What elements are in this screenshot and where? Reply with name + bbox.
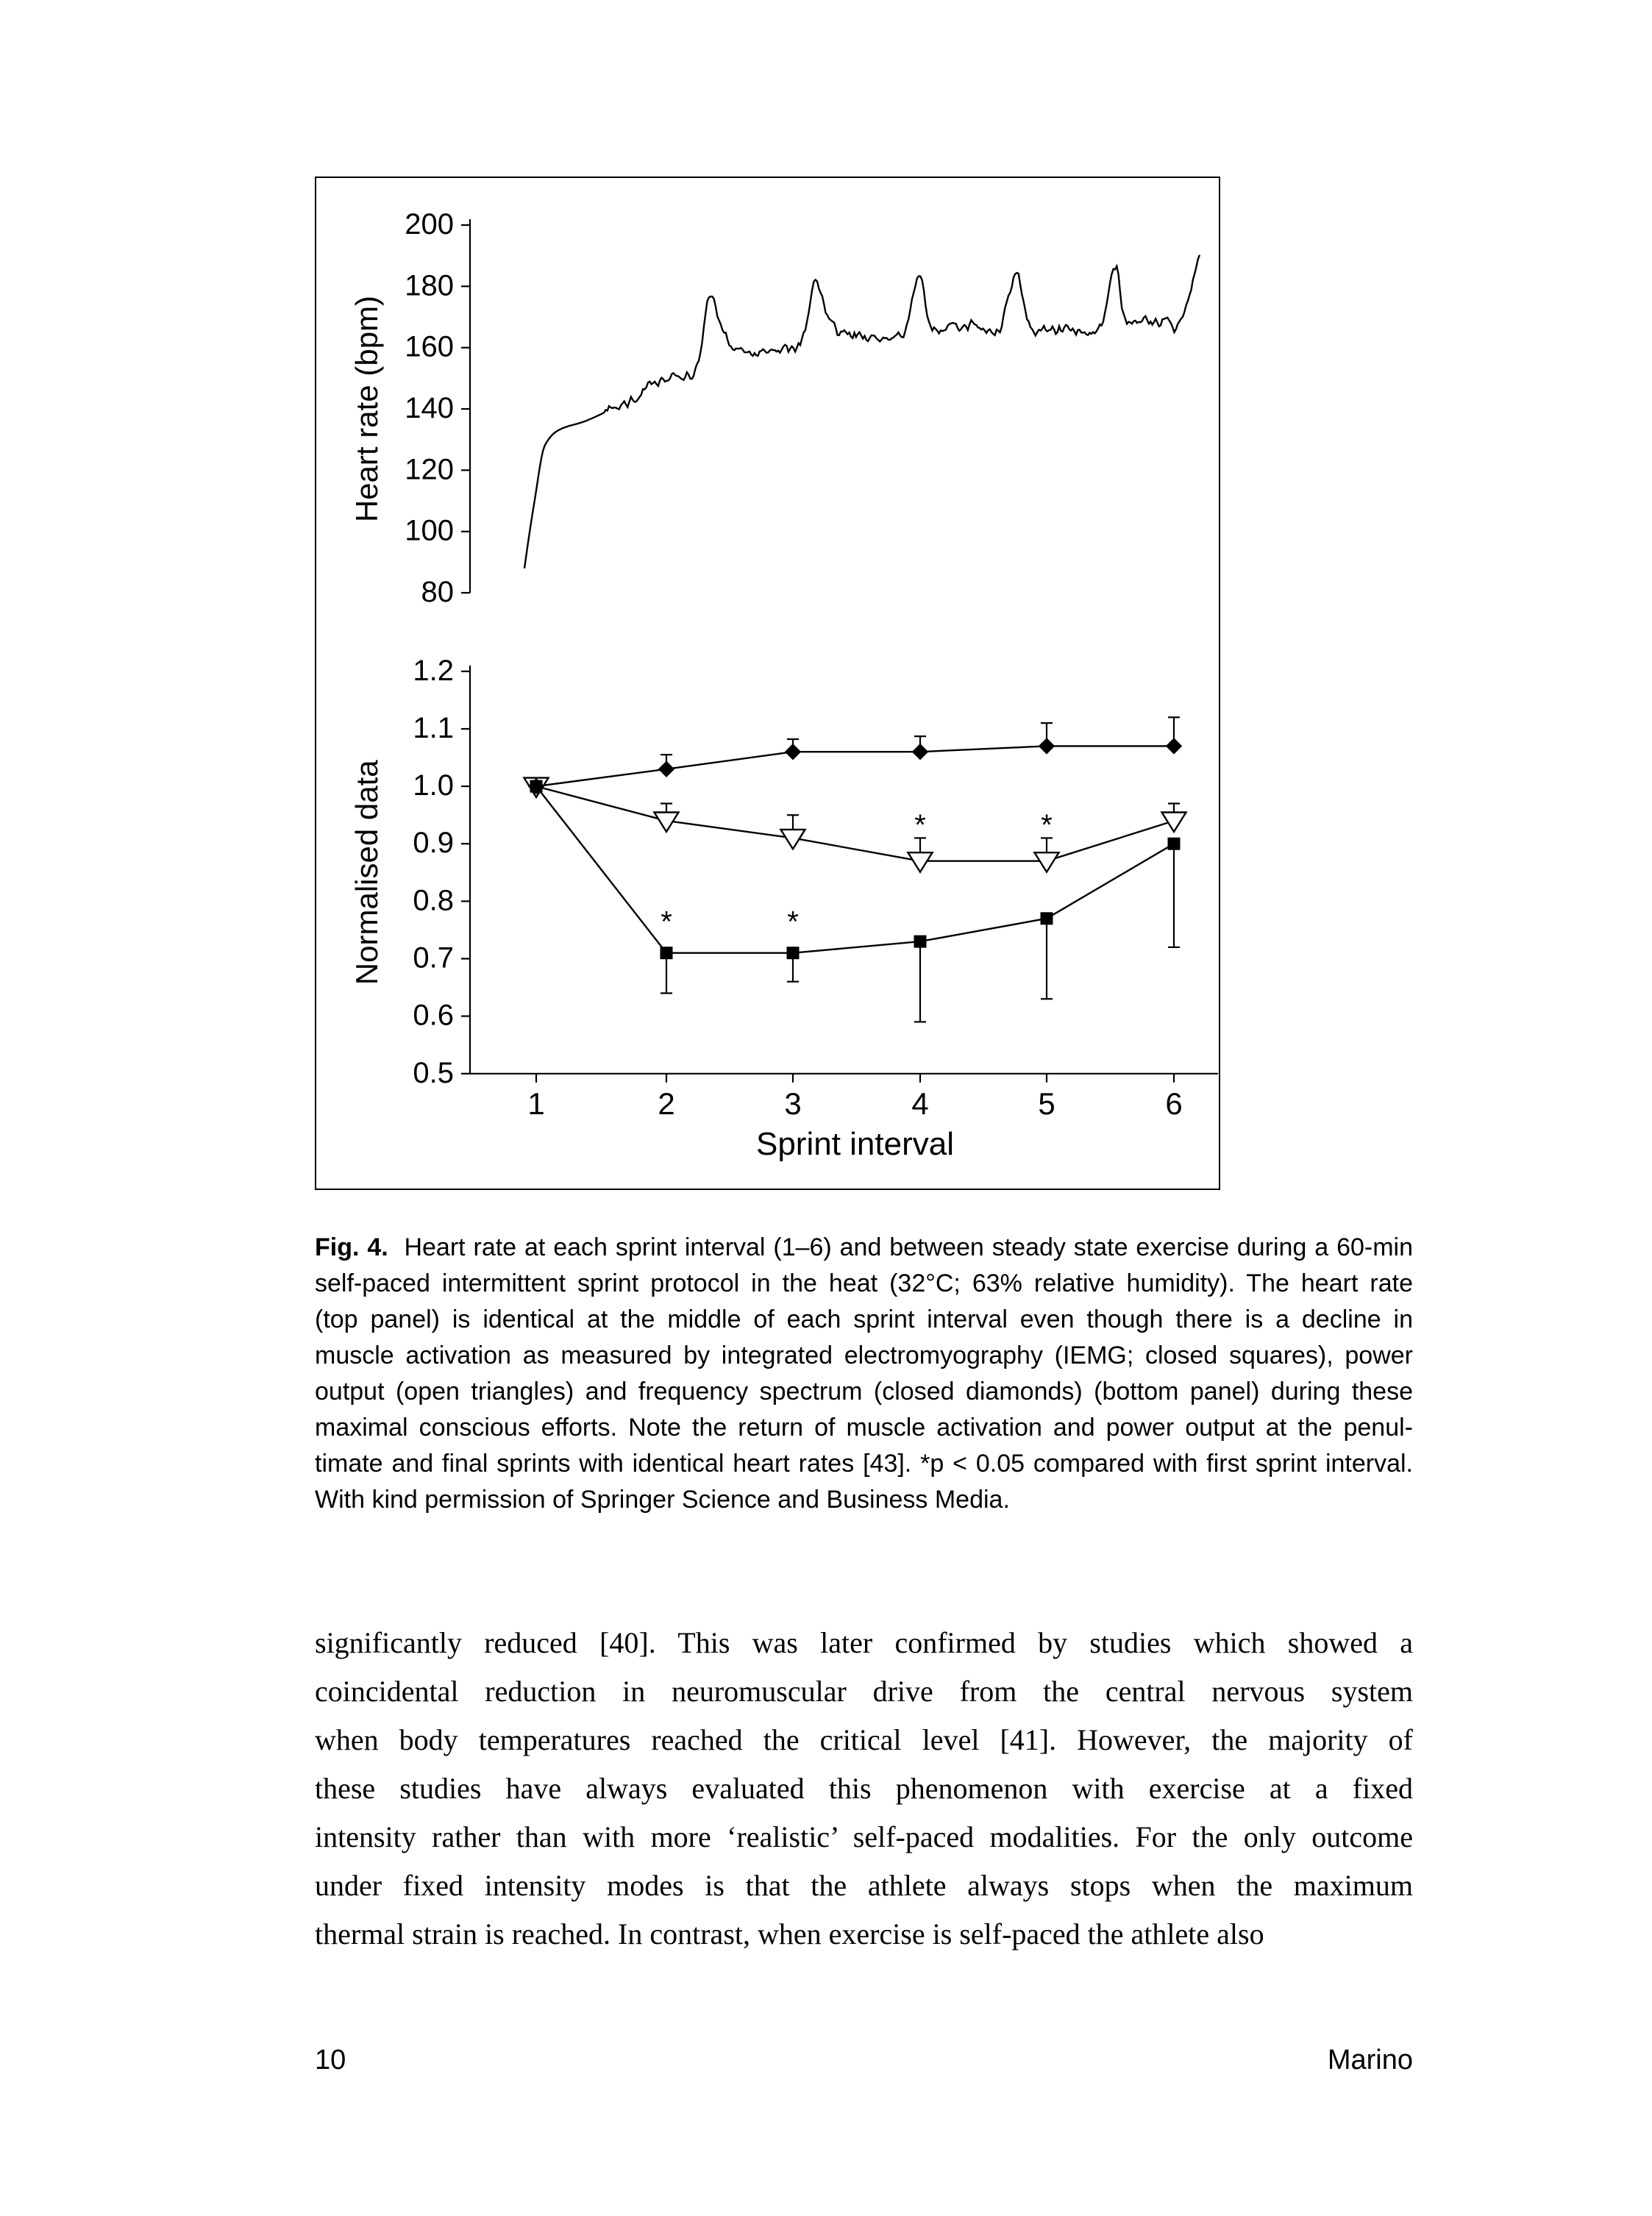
svg-text:0.8: 0.8 [413,884,454,916]
svg-text:1: 1 [527,1086,544,1121]
svg-text:0.7: 0.7 [413,942,454,975]
svg-text:1.0: 1.0 [413,769,454,802]
svg-text:*: * [787,906,799,938]
svg-text:Normalised data: Normalised data [349,760,384,985]
svg-text:3: 3 [784,1086,801,1121]
svg-text:200: 200 [405,208,454,241]
svg-text:160: 160 [405,331,454,363]
svg-text:0.9: 0.9 [413,827,454,859]
svg-text:Sprint interval: Sprint interval [756,1126,954,1162]
svg-text:4: 4 [911,1086,928,1121]
svg-text:5: 5 [1038,1086,1055,1121]
svg-text:*: * [1041,809,1053,841]
svg-text:0.6: 0.6 [413,1000,454,1032]
svg-text:*: * [661,906,672,938]
svg-text:Heart rate (bpm): Heart rate (bpm) [349,296,384,522]
svg-text:*: * [914,809,926,841]
svg-text:180: 180 [405,269,454,302]
svg-text:140: 140 [405,392,454,424]
svg-text:1.1: 1.1 [413,712,454,744]
svg-text:80: 80 [421,576,455,608]
svg-text:6: 6 [1165,1086,1182,1121]
svg-text:0.5: 0.5 [413,1057,454,1089]
svg-text:120: 120 [405,453,454,485]
svg-text:1.2: 1.2 [413,655,454,687]
svg-text:2: 2 [658,1086,674,1121]
svg-text:100: 100 [405,515,454,547]
